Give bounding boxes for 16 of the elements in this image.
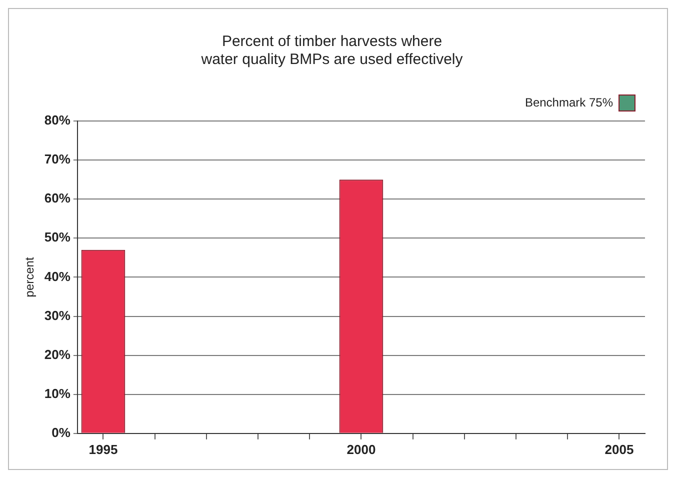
text: Percent of timber harvests where (222, 33, 442, 50)
y-tick-label: 10% (44, 386, 71, 401)
y-tick-label: 30% (44, 308, 71, 323)
y-tick-label: 70% (44, 152, 71, 167)
y-axis-title: percent (22, 256, 37, 298)
legend-label: Benchmark 75% (524, 95, 614, 110)
x-tick-label: 1995 (88, 442, 118, 457)
y-tick-label: 40% (44, 268, 71, 284)
y-tick-label: 80% (44, 112, 71, 128)
y-tick-label: 0% (52, 424, 71, 440)
y-tick-label: 50% (44, 230, 71, 245)
text: water quality BMPs are used effectively (201, 51, 463, 68)
x-tick-label: 2005 (604, 442, 634, 457)
y-tick-label: 60% (44, 190, 71, 206)
y-tick-label: 20% (44, 346, 71, 362)
x-tick-label: 2000 (346, 442, 376, 457)
